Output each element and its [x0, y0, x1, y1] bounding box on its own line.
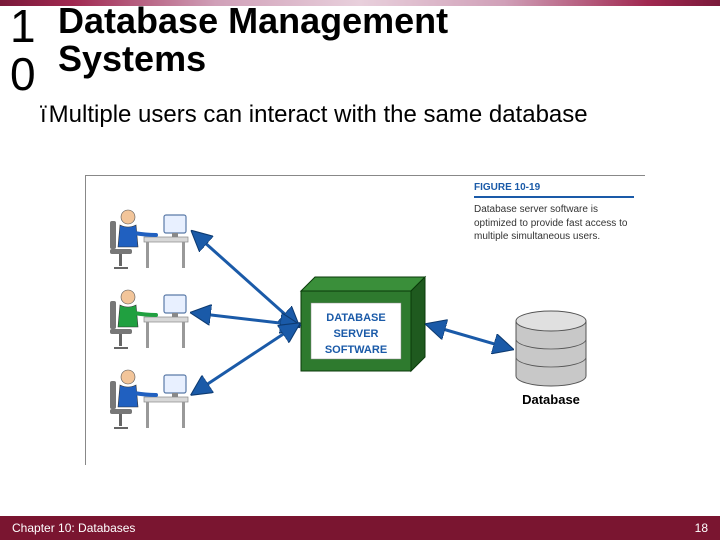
figure-container: DATABASE SERVER SOFTWARE Database FIGURE 10… [85, 175, 645, 465]
bullet-arrow-icon: ï [40, 100, 47, 130]
svg-text:Database: Database [522, 392, 580, 407]
footer-page-number: 18 [695, 521, 708, 535]
slide-footer: Chapter 10: Databases 18 [0, 516, 720, 540]
figure-number: FIGURE 10-19 [474, 182, 634, 193]
slide-title: Database Management Systems [58, 2, 448, 78]
title-line-2: Systems [58, 40, 448, 78]
title-line-1: Database Management [58, 2, 448, 40]
svg-text:SOFTWARE: SOFTWARE [325, 344, 387, 356]
bullet-content: Multiple users can interact with the sam… [49, 101, 588, 128]
chapter-number-0: 0 [10, 50, 36, 98]
svg-text:DATABASE: DATABASE [326, 312, 385, 324]
svg-text:SERVER: SERVER [333, 328, 378, 340]
figure-caption: FIGURE 10-19 Database server software is… [474, 182, 634, 244]
footer-chapter: Chapter 10: Databases [12, 521, 135, 535]
figure-caption-text: Database server software is optimized to… [474, 203, 634, 244]
bullet-text: ïMultiple users can interact with the sa… [40, 100, 690, 130]
chapter-number: 1 0 [10, 2, 36, 99]
figure-rule [474, 196, 634, 198]
chapter-number-1: 1 [10, 2, 36, 50]
